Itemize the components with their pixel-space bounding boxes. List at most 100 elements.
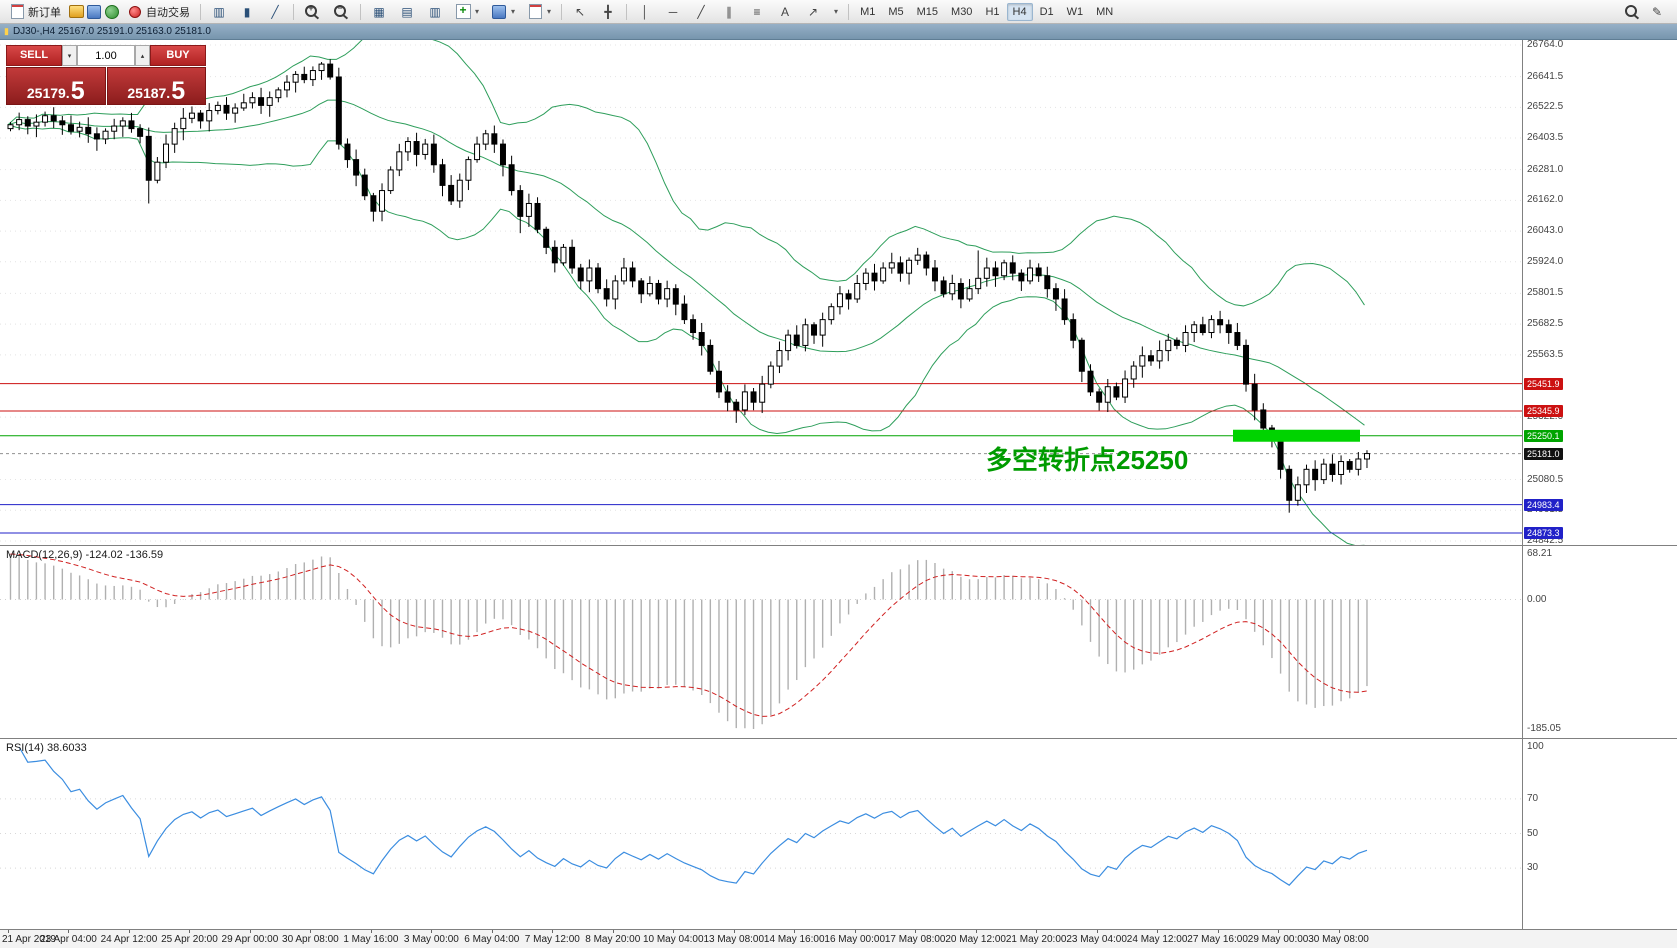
price-tick: 24842.5 bbox=[1527, 534, 1564, 546]
line-chart-icon: ╱ bbox=[271, 4, 279, 19]
time-tick bbox=[1157, 930, 1159, 933]
cascade-windows-button[interactable]: ▤ bbox=[394, 2, 420, 22]
volume-input[interactable] bbox=[77, 45, 135, 66]
toolbar-separator bbox=[293, 3, 294, 20]
shapes-dropdown-button[interactable]: ▾ bbox=[828, 5, 843, 18]
price-tick: 26403.5 bbox=[1527, 132, 1564, 144]
panel-separator[interactable] bbox=[0, 738, 1677, 739]
price-level-label[interactable]: 24983.4 bbox=[1524, 498, 1563, 511]
time-label: 29 May 00:00 bbox=[1247, 934, 1309, 945]
arrow-tool-button[interactable]: ↗ bbox=[800, 2, 826, 22]
ask-price-display[interactable]: 25187. 5 bbox=[106, 67, 206, 105]
zoom-out-button[interactable]: − bbox=[328, 2, 355, 22]
macd-panel-chart[interactable] bbox=[0, 546, 1522, 737]
pencil-icon[interactable]: ✎ bbox=[1651, 4, 1663, 19]
chart-title-icon: ▮ bbox=[4, 26, 9, 36]
time-tick bbox=[8, 930, 9, 933]
crosshair-tool-button[interactable]: ╋ bbox=[595, 2, 621, 22]
toolbar-right-group: ✎ bbox=[1624, 4, 1673, 20]
search-icon[interactable] bbox=[1625, 4, 1637, 17]
time-axis[interactable]: 21 Apr 2019 23 Apr 04:00 24 Apr 12:00 25 Ap… bbox=[0, 929, 1677, 948]
price-level-label[interactable]: 24873.3 bbox=[1524, 526, 1563, 539]
timeframe-M30-button[interactable]: M30 bbox=[945, 3, 978, 21]
vertical-line-tool-button[interactable]: │ bbox=[632, 2, 658, 22]
indicator-axis-label: 100 bbox=[1527, 741, 1544, 752]
strategy-tester-icon[interactable] bbox=[104, 4, 120, 20]
time-label: 3 May 00:00 bbox=[403, 934, 459, 945]
time-tick bbox=[1278, 930, 1280, 933]
data-window-icon[interactable] bbox=[86, 4, 102, 20]
buy-button[interactable]: BUY bbox=[150, 45, 206, 66]
timeframe-M15-button[interactable]: M15 bbox=[911, 3, 944, 21]
bar-chart-mode-button[interactable]: ▥ bbox=[206, 2, 232, 22]
profiles-button[interactable]: ▾ bbox=[486, 2, 520, 22]
rsi-panel-chart[interactable] bbox=[0, 739, 1522, 928]
text-tool-button[interactable]: A bbox=[772, 2, 798, 22]
time-tick bbox=[975, 930, 977, 933]
new-order-label: 新订单 bbox=[28, 6, 61, 19]
indicator-axis-label: 50 bbox=[1527, 827, 1539, 839]
price-chart[interactable]: 多空转折点25250 bbox=[0, 39, 1522, 545]
time-label: 16 May 00:00 bbox=[824, 934, 886, 945]
time-tick bbox=[1217, 930, 1219, 933]
bid-price-label: 25181.0 bbox=[1524, 447, 1563, 460]
rsi-line bbox=[18, 746, 1368, 886]
timeframe-MN-button[interactable]: MN bbox=[1090, 3, 1119, 21]
price-level-label[interactable]: 25451.9 bbox=[1524, 377, 1563, 390]
trendline-tool-button[interactable]: ╱ bbox=[688, 2, 714, 22]
tile-windows-button[interactable]: ▦ bbox=[366, 2, 392, 22]
chevron-down-icon: ▾ bbox=[475, 7, 480, 16]
price-axis[interactable]: 26764.0 26641.5 26522.5 26403.5 26281.0 26162… bbox=[1523, 39, 1676, 929]
zoom-in-icon: + bbox=[305, 3, 317, 17]
time-label: 1 May 16:00 bbox=[343, 934, 399, 945]
timeframe-M5-button[interactable]: M5 bbox=[882, 3, 909, 21]
panel-separator[interactable] bbox=[0, 545, 1677, 546]
price-level-label[interactable]: 25345.9 bbox=[1524, 405, 1563, 417]
price-tick: 26764.0 bbox=[1527, 39, 1564, 50]
price-level-label[interactable]: 25250.1 bbox=[1524, 429, 1563, 442]
price-tick: 25080.5 bbox=[1527, 473, 1564, 485]
sell-button[interactable]: SELL bbox=[6, 45, 62, 66]
time-label: 23 May 04:00 bbox=[1066, 934, 1127, 945]
indicator-axis-label: -185.05 bbox=[1527, 723, 1561, 734]
candlestick-mode-button[interactable]: ▮ bbox=[234, 2, 260, 22]
toolbar-separator bbox=[626, 3, 628, 20]
fibonacci-tool-button[interactable]: ≡ bbox=[744, 2, 770, 22]
macd-histogram bbox=[9, 554, 1368, 729]
rsi-indicator-label: RSI(14) 38.6033 bbox=[6, 742, 87, 754]
autotrading-label: 自动交易 bbox=[146, 6, 190, 19]
market-watch-icon[interactable] bbox=[68, 4, 84, 20]
time-tick bbox=[612, 930, 614, 933]
timeframe-M1-button[interactable]: M1 bbox=[854, 3, 881, 21]
cursor-tool-button[interactable]: ↖ bbox=[567, 2, 593, 22]
macd-indicator-label: MACD(12,26,9) -124.02 -136.59 bbox=[6, 549, 164, 561]
time-tick bbox=[1338, 930, 1340, 933]
bid-price-big-digit: 5 bbox=[70, 77, 85, 105]
timeframe-H1-button[interactable]: H1 bbox=[979, 3, 1005, 21]
arrange-windows-button[interactable]: ▥ bbox=[422, 2, 448, 22]
volume-increase-button[interactable]: ▴ bbox=[135, 45, 150, 66]
bid-price-main: 25179. bbox=[26, 84, 70, 101]
new-chart-button[interactable]: + ▾ bbox=[450, 2, 484, 22]
zoom-in-button[interactable]: + bbox=[299, 2, 326, 22]
horizontal-line-icon: ─ bbox=[668, 4, 678, 19]
price-tick: 25682.5 bbox=[1527, 318, 1564, 330]
time-tick bbox=[794, 930, 796, 933]
templates-icon bbox=[528, 4, 542, 19]
timeframe-W1-button[interactable]: W1 bbox=[1061, 3, 1090, 21]
new-order-button[interactable]: 新订单 bbox=[4, 2, 66, 22]
bid-price-display[interactable]: 25179. 5 bbox=[6, 67, 106, 105]
time-label: 13 May 08:00 bbox=[703, 934, 765, 945]
pivot-annotation: 多空转折点25250 bbox=[986, 445, 1188, 475]
timeframe-H4-button[interactable]: H4 bbox=[1006, 2, 1033, 21]
timeframe-D1-button[interactable]: D1 bbox=[1034, 3, 1060, 21]
price-tick: 25924.0 bbox=[1527, 255, 1564, 267]
autotrading-button[interactable]: 自动交易 bbox=[122, 2, 195, 22]
price-tick: 25801.5 bbox=[1527, 287, 1564, 299]
volume-decrease-button[interactable]: ▾ bbox=[62, 45, 77, 66]
horizontal-line-tool-button[interactable]: ─ bbox=[660, 2, 686, 22]
templates-button[interactable]: ▾ bbox=[522, 2, 556, 22]
line-chart-mode-button[interactable]: ╱ bbox=[262, 2, 288, 22]
channel-tool-button[interactable]: ∥ bbox=[716, 2, 742, 22]
profiles-icon bbox=[492, 4, 507, 19]
